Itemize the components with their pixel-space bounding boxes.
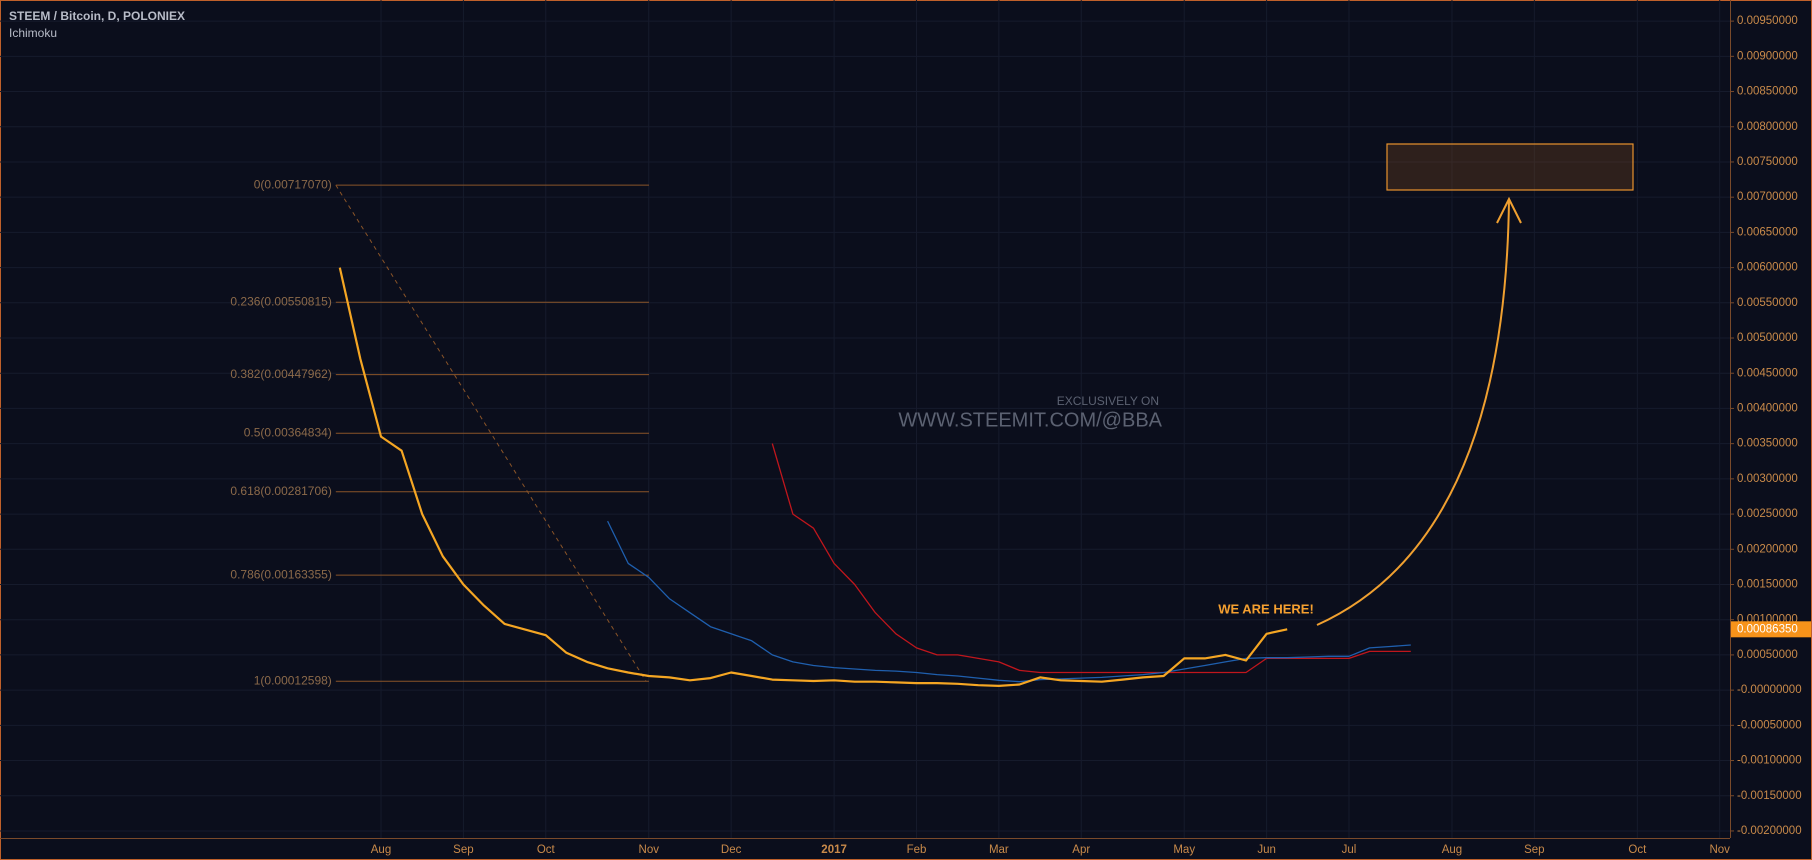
x-tick-label: Aug	[1442, 844, 1462, 856]
y-tick-label: 0.00900000	[1737, 50, 1798, 62]
watermark-small: EXCLUSIVELY ON	[1057, 394, 1159, 408]
annotation: WE ARE HERE!	[1218, 601, 1314, 616]
last-price-badge	[1731, 621, 1811, 638]
y-tick-label: 0.00550000	[1737, 297, 1798, 309]
y-tick-label: 0.00750000	[1737, 156, 1798, 168]
y-tick-label: 0.00350000	[1737, 438, 1798, 450]
x-tick-label: Feb	[907, 844, 927, 856]
y-tick-label: 0.00150000	[1737, 579, 1798, 591]
target-box	[1386, 143, 1634, 191]
x-tick-label: Dec	[721, 844, 742, 856]
fib-label: 0.786(0.00163355)	[230, 567, 331, 581]
x-tick-label: Aug	[371, 844, 391, 856]
y-tick-label: 0.00650000	[1737, 226, 1798, 238]
fib-label: 0.618(0.00281706)	[230, 484, 331, 498]
x-tick-label: Jul	[1342, 844, 1357, 856]
y-tick-label: -0.00200000	[1737, 825, 1802, 837]
series-line	[338, 267, 1288, 687]
x-tick-label: May	[1173, 844, 1195, 856]
x-tick-label: Mar	[989, 844, 1009, 856]
watermark-large: WWW.STEEMIT.COM/@BBA	[898, 409, 1162, 431]
fib-label: 0.236(0.00550815)	[230, 294, 331, 308]
y-tick-label: 0.00050000	[1737, 649, 1798, 661]
fib-label: 0.382(0.00447962)	[230, 367, 331, 381]
y-tick-label: 0.00200000	[1737, 543, 1798, 555]
y-tick-label: -0.00150000	[1737, 790, 1802, 802]
y-tick-label: 0.00500000	[1737, 332, 1798, 344]
x-tick-label: Oct	[537, 844, 556, 856]
x-tick-label: Apr	[1072, 844, 1090, 856]
y-tick-label: 0.00700000	[1737, 191, 1798, 203]
fib-label: 1(0.00012598)	[254, 673, 332, 687]
y-tick-label: 0.00450000	[1737, 367, 1798, 379]
y-tick-label: 0.00600000	[1737, 262, 1798, 274]
y-tick-label: 0.00800000	[1737, 121, 1798, 133]
x-tick-label: Oct	[1628, 844, 1647, 856]
arrow-head	[1496, 196, 1522, 224]
y-tick-label: -0.00050000	[1737, 719, 1802, 731]
y-tick-label: 0.00950000	[1737, 15, 1798, 27]
x-tick-label: 2017	[821, 844, 847, 856]
x-tick-label: Sep	[453, 844, 473, 856]
y-tick-label: -0.00000000	[1737, 684, 1802, 696]
y-tick-label: 0.00300000	[1737, 473, 1798, 485]
x-tick-label: Jun	[1257, 844, 1276, 856]
grid	[0, 0, 1730, 838]
x-tick-label: Nov	[639, 844, 660, 856]
y-tick-label: 0.00400000	[1737, 402, 1798, 414]
fib-label: 0.5(0.00364834)	[244, 425, 332, 439]
x-tick-label: Nov	[1709, 844, 1730, 856]
fib-label: 0(0.00717070)	[254, 177, 332, 191]
series-line	[771, 443, 1411, 674]
series-line	[607, 520, 1411, 683]
arrow-curve	[1316, 198, 1510, 626]
y-tick-label: 0.00250000	[1737, 508, 1798, 520]
chart-title: STEEM / Bitcoin, D, POLONIEX	[9, 9, 185, 23]
y-tick-label: -0.00100000	[1737, 755, 1802, 767]
fib-trendline	[335, 184, 647, 682]
last-price-label: 0.00086350	[1737, 623, 1798, 635]
chart-subtitle: Ichimoku	[9, 26, 57, 40]
x-tick-label: Sep	[1524, 844, 1544, 856]
y-tick-label: 0.00850000	[1737, 86, 1798, 98]
